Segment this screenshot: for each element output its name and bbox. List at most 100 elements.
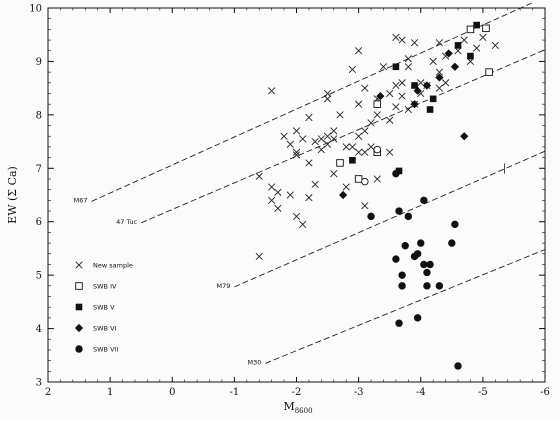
point-new-sample bbox=[317, 145, 325, 154]
point-new-sample bbox=[435, 39, 444, 47]
point-new-sample bbox=[268, 196, 276, 204]
point-swb-vii bbox=[454, 362, 462, 370]
point-swb-vii bbox=[413, 250, 422, 258]
point-new-sample bbox=[348, 65, 357, 74]
point-swb-vi bbox=[444, 49, 453, 58]
legend-label-swb-vi: SWB VI bbox=[93, 325, 117, 333]
point-new-sample bbox=[292, 148, 301, 156]
point-new-sample bbox=[386, 148, 394, 156]
point-swb-vii bbox=[395, 319, 403, 327]
point-new-sample bbox=[299, 220, 307, 229]
point-swb-vii bbox=[423, 268, 431, 277]
y-tick-label: 10 bbox=[29, 4, 42, 15]
point-new-sample bbox=[330, 135, 338, 143]
point-new-sample bbox=[292, 212, 301, 220]
point-new-sample bbox=[386, 116, 394, 124]
point-new-sample bbox=[460, 36, 468, 44]
point-new-sample bbox=[348, 143, 357, 151]
annotation-mark: | bbox=[503, 163, 506, 174]
point-swb-vii bbox=[448, 239, 456, 247]
legend-marker-swb-iv bbox=[75, 282, 83, 290]
x-tick-label: -1 bbox=[230, 387, 240, 398]
point-new-sample bbox=[342, 183, 350, 191]
point-new-sample bbox=[441, 79, 450, 87]
point-new-sample bbox=[311, 137, 319, 146]
legend-label-swb-v: SWB V bbox=[93, 304, 115, 312]
legend-marker-new-sample bbox=[75, 261, 83, 269]
point-new-sample bbox=[274, 188, 282, 196]
point-new-sample bbox=[479, 33, 487, 42]
point-new-sample bbox=[361, 84, 369, 92]
point-swb-iv bbox=[354, 175, 363, 183]
point-new-sample bbox=[392, 81, 400, 90]
x-axis-label-subscript: 8600 bbox=[295, 407, 313, 415]
point-new-sample bbox=[392, 103, 400, 111]
y-tick-label: 9 bbox=[36, 57, 42, 68]
point-new-sample bbox=[305, 159, 313, 167]
point-swb-vii bbox=[423, 282, 431, 290]
point-new-sample bbox=[317, 135, 325, 143]
point-swb-vi bbox=[435, 73, 444, 82]
point-swb-v bbox=[392, 63, 400, 71]
series-swb-v bbox=[349, 21, 480, 175]
x-tick-label: 2 bbox=[45, 387, 51, 398]
point-swb-iv bbox=[482, 24, 490, 33]
point-new-sample bbox=[323, 89, 332, 98]
point-new-sample bbox=[255, 252, 263, 261]
point-new-sample bbox=[305, 194, 313, 202]
point-swb-vii bbox=[426, 260, 434, 269]
point-new-sample bbox=[292, 127, 301, 135]
series-swb-vi bbox=[338, 49, 469, 200]
annotations: | bbox=[503, 163, 506, 174]
point-new-sample bbox=[404, 63, 412, 71]
point-swb-vii bbox=[392, 169, 400, 178]
point-swb-vi bbox=[460, 132, 469, 141]
point-new-sample bbox=[361, 127, 369, 135]
point-new-sample bbox=[311, 180, 319, 188]
y-axis-label: EW (Σ Ca) bbox=[6, 166, 19, 224]
point-new-sample bbox=[373, 111, 381, 119]
point-new-sample bbox=[268, 87, 276, 95]
reference-line-m30 bbox=[265, 249, 546, 364]
point-new-sample bbox=[367, 119, 375, 127]
point-new-sample bbox=[323, 95, 332, 103]
point-new-sample bbox=[367, 143, 375, 151]
point-swb-v bbox=[473, 21, 480, 29]
point-swb-vi bbox=[376, 92, 385, 101]
point-new-sample bbox=[330, 127, 338, 135]
plot-frame bbox=[47, 7, 546, 383]
point-new-sample bbox=[336, 111, 344, 119]
series-swb-vii bbox=[367, 169, 462, 370]
x-tick-label: -5 bbox=[478, 387, 488, 398]
y-tick-label: 8 bbox=[36, 110, 42, 121]
legend-marker-swb-vii bbox=[75, 345, 83, 353]
point-new-sample bbox=[361, 148, 369, 156]
point-new-sample bbox=[473, 44, 481, 52]
point-new-sample bbox=[398, 36, 406, 44]
point-new-sample bbox=[305, 113, 313, 122]
point-swb-vii bbox=[413, 314, 422, 322]
point-swb-iv bbox=[466, 25, 475, 34]
reference-line-m79 bbox=[234, 150, 546, 288]
point-swb-v bbox=[411, 82, 418, 89]
point-new-sample bbox=[274, 204, 282, 212]
point-swb-vi bbox=[413, 86, 422, 95]
point-swb-vii bbox=[367, 212, 375, 221]
point-swb-iv bbox=[336, 159, 344, 167]
point-swb-vi bbox=[422, 81, 432, 90]
series-new-sample bbox=[255, 33, 499, 261]
point-new-sample bbox=[286, 140, 294, 148]
point-swb-vii bbox=[435, 282, 444, 290]
data-points bbox=[255, 21, 499, 370]
point-open-circle bbox=[373, 145, 382, 154]
point-swb-v bbox=[349, 156, 356, 164]
point-new-sample bbox=[268, 183, 276, 191]
point-swb-vii bbox=[398, 271, 406, 279]
legend-marker-swb-vi bbox=[74, 323, 84, 333]
point-new-sample bbox=[435, 84, 444, 92]
legend-label-swb-vii: SWB VII bbox=[93, 346, 118, 354]
point-open-circle bbox=[361, 177, 369, 186]
reference-line-label-m79: M79 bbox=[216, 282, 230, 290]
